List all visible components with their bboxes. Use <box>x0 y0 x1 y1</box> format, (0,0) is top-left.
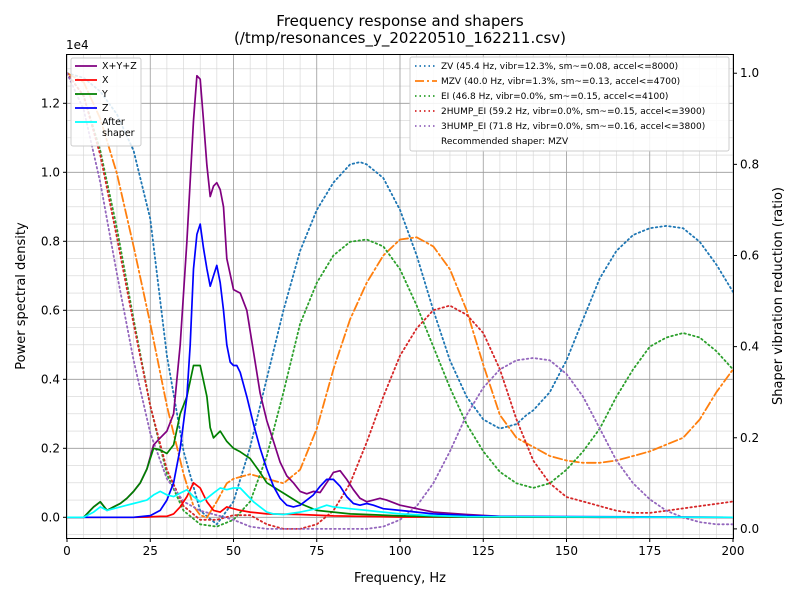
y-tick-label: 1.0 <box>41 165 60 179</box>
shaper-series-line <box>66 72 734 526</box>
shaper-series-line <box>66 72 734 519</box>
y-tick-label-right: 0.4 <box>740 340 759 354</box>
psd-series-line <box>66 364 734 519</box>
y-tick-label-right: 0.6 <box>740 248 759 262</box>
y-tick-label: 0.8 <box>41 234 60 248</box>
y-tick-label-right: 1.0 <box>740 66 759 80</box>
x-tick-label: 75 <box>309 544 324 558</box>
y-tick-label: 0.0 <box>41 510 60 524</box>
y-axis-label: Power spectral density <box>14 222 29 370</box>
x-tick-label: 175 <box>638 544 661 558</box>
legend-shaper-label: 2HUMP_EI (59.2 Hz, vibr=0.0%, sm~=0.15, … <box>441 107 705 117</box>
y-tick-label-right: 0.0 <box>740 522 759 536</box>
legend-shapers: ZV (45.4 Hz, vibr=12.3%, sm~=0.08, accel… <box>409 56 730 152</box>
y-tick-label: 0.4 <box>41 372 60 386</box>
x-tick-label: 150 <box>555 544 578 558</box>
legend-psd-label-line: shaper <box>102 128 135 139</box>
legend-psd-label: X <box>102 75 109 86</box>
legend-psd-label: X+Y+Z <box>102 61 137 72</box>
y-multiplier-label: 1e4 <box>66 38 89 52</box>
x-tick-label: 0 <box>63 544 71 558</box>
x-tick-label: 50 <box>226 544 241 558</box>
x-tick-label: 100 <box>389 544 412 558</box>
y-tick-label-right: 0.2 <box>740 431 759 445</box>
legend-psd: X+Y+Z XYZ After shaper <box>70 57 142 147</box>
x-tick-label: 125 <box>472 544 495 558</box>
legend-psd-label-line: Y <box>101 89 108 100</box>
legend-psd-label: Z <box>102 103 109 114</box>
y-tick-label: 0.6 <box>41 303 60 317</box>
x-tick-label: 200 <box>722 544 745 558</box>
y-axis-right-label: Shaper vibration reduction (ratio) <box>771 187 786 405</box>
y-tick-label-right: 0.8 <box>740 157 759 171</box>
legend-shaper-label: EI (46.8 Hz, vibr=0.0%, sm~=0.15, accel<… <box>441 92 668 102</box>
legend-psd-label-line: X <box>102 75 109 86</box>
psd-series-line <box>66 223 734 519</box>
legend-shaper-label: MZV (40.0 Hz, vibr=1.3%, sm~=0.13, accel… <box>441 77 680 87</box>
series-layer <box>66 72 734 530</box>
psd-series-line <box>66 487 734 519</box>
legend-shaper-label: ZV (45.4 Hz, vibr=12.3%, sm~=0.08, accel… <box>441 62 678 72</box>
legend-psd-label-line: X+Y+Z <box>102 61 137 72</box>
shaper-series-line <box>66 72 734 528</box>
ticks: 0 25 50 75 100 125 150 175 200 0.0 0.2 0.4 0.6 0.8 1.0… <box>41 66 759 558</box>
x-tick-label: 25 <box>143 544 158 558</box>
legend-psd-label: Y <box>101 89 108 100</box>
chart-title: Frequency response and shapers <box>276 12 524 30</box>
y-tick-label: 0.2 <box>41 441 60 455</box>
legend-shaper-label: 3HUMP_EI (71.8 Hz, vibr=0.0%, sm~=0.16, … <box>441 122 705 132</box>
chart-subtitle: (/tmp/resonances_y_20220510_162211.csv) <box>234 29 566 48</box>
legend-psd-label-line: After <box>102 117 125 128</box>
x-axis-label: Frequency, Hz <box>354 571 446 586</box>
y-tick-label: 1.2 <box>41 96 60 110</box>
legend-shapers-box <box>409 56 730 152</box>
legend-psd-label: After shaper <box>102 117 135 139</box>
legend-psd-label-line: Z <box>102 103 109 114</box>
recommended-shaper-text: Recommended shaper: MZV <box>441 137 569 147</box>
